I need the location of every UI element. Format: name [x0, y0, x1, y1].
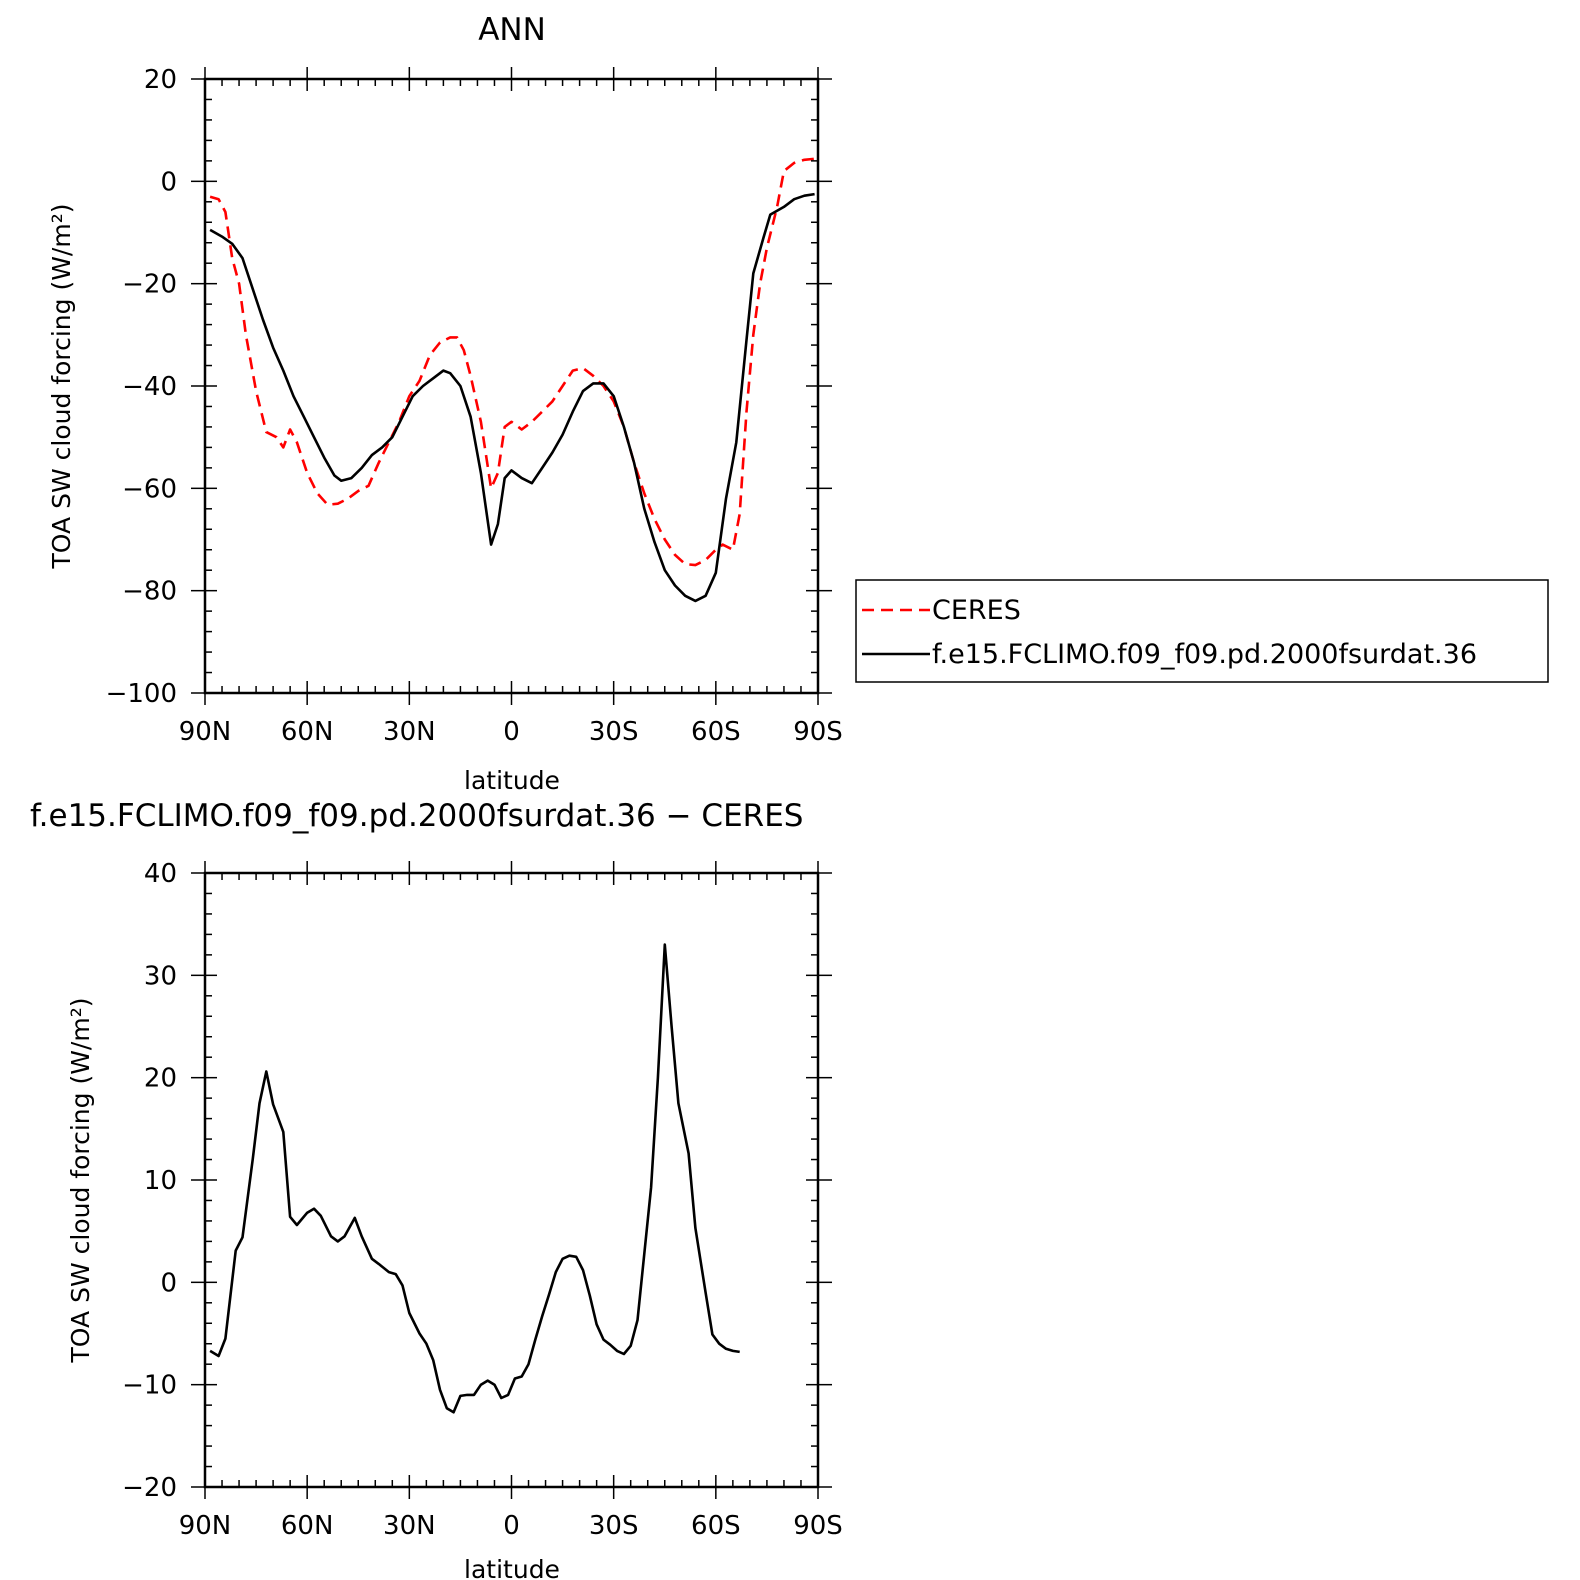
top-panel-ylabel: TOA SW cloud forcing (W/m²): [47, 204, 76, 570]
bottom-y-tick-label: −10: [122, 1371, 177, 1401]
top-y-tick-label: −80: [122, 577, 177, 607]
top-panel-frame: [203, 77, 820, 695]
top-y-tick-label: −20: [122, 270, 177, 300]
bottom-panel-series: [209, 943, 740, 1414]
top-panel-xlabel: latitude: [464, 766, 560, 795]
top-x-tick-label: 90S: [793, 717, 843, 747]
top-y-tick-label: 20: [144, 65, 177, 95]
top-y-tick-label: −40: [122, 372, 177, 402]
bottom-y-tick-label: 20: [144, 1064, 177, 1094]
bottom-y-tick-label: 0: [160, 1268, 177, 1298]
bottom-x-tick-label: 60S: [691, 1511, 741, 1541]
top-x-tick-label: 30S: [589, 717, 639, 747]
bottom-y-tick-label: −20: [122, 1473, 177, 1503]
top-panel-ticks: 90N 60N 30N 0 30S 60S 90S 20 0 −20 −40 −60 −80 −100: [106, 65, 843, 747]
bottom-y-tick-label: 30: [144, 961, 177, 991]
top-panel-series: [209, 157, 815, 603]
bottom-x-tick-label: 60N: [281, 1511, 334, 1541]
bottom-panel-ticks: 90N 60N 30N 0 30S 60S 90S 40 30 20 10 0 −10 −20: [122, 859, 843, 1541]
bottom-panel-frame: [203, 871, 820, 1489]
top-panel-title: ANN: [478, 12, 546, 48]
top-x-tick-label: 0: [503, 717, 520, 747]
bottom-x-tick-label: 30N: [383, 1511, 436, 1541]
bottom-panel-ylabel: TOA SW cloud forcing (W/m²): [66, 998, 95, 1364]
top-y-tick-label: 0: [160, 167, 177, 197]
bottom-panel-title: f.e15.FCLIMO.f09_f09.pd.2000fsurdat.36 −…: [30, 798, 803, 834]
top-x-tick-label: 30N: [383, 717, 436, 747]
top-x-tick-label: 60N: [281, 717, 334, 747]
top-y-tick-label: −100: [106, 679, 177, 709]
bottom-y-tick-label: 40: [144, 859, 177, 889]
bottom-y-tick-label: 10: [144, 1166, 177, 1196]
legend-box: [855, 579, 1549, 683]
top-y-tick-label: −60: [122, 474, 177, 504]
legend-label-ceres: CERES: [932, 595, 1021, 626]
bottom-x-tick-label: 30S: [589, 1511, 639, 1541]
top-series-line-ceres: [209, 157, 815, 567]
legend: CERES f.e15.FCLIMO.f09_f09.pd.2000fsurda…: [855, 579, 1549, 683]
top-panel: ANN 90N 60N 30N 0 30S 60S 90S 20 0 −20 −40 −60 −80 −1…: [47, 12, 843, 795]
bottom-x-tick-label: 90S: [793, 1511, 843, 1541]
bottom-x-tick-label: 0: [503, 1511, 520, 1541]
top-x-tick-label: 90N: [179, 717, 232, 747]
bottom-x-tick-label: 90N: [179, 1511, 232, 1541]
legend-label-model: f.e15.FCLIMO.f09_f09.pd.2000fsurdat.36: [932, 639, 1477, 670]
bottom-panel: f.e15.FCLIMO.f09_f09.pd.2000fsurdat.36 −…: [30, 798, 843, 1580]
top-x-tick-label: 60S: [691, 717, 741, 747]
bottom-series-line-model: [209, 943, 740, 1414]
bottom-panel-xlabel: latitude: [464, 1555, 560, 1580]
top-series-line-model: [209, 192, 815, 603]
